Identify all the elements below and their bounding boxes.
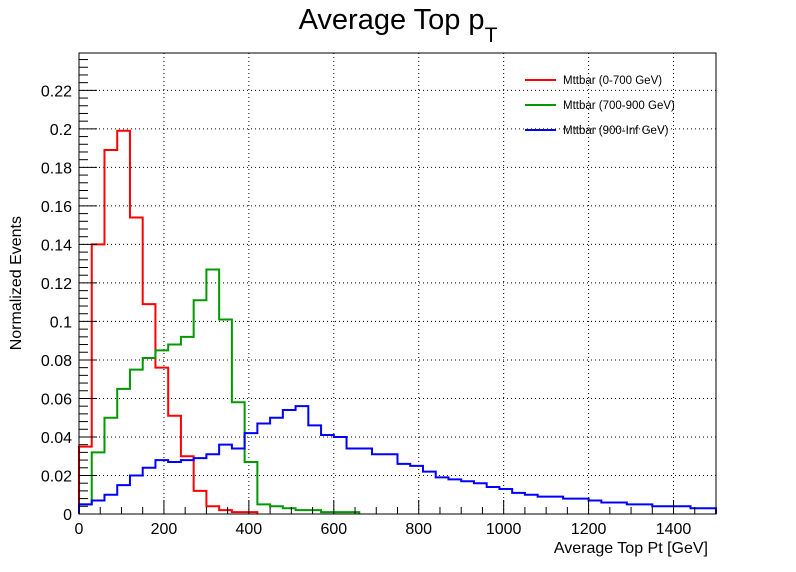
series-line-1	[78, 129, 259, 514]
legend: Mttbar (0-700 GeV) Mttbar (700-900 GeV) Mt…	[525, 75, 675, 137]
y-tick-label: 0.1	[50, 314, 72, 331]
x-tick-label: 200	[151, 521, 178, 538]
y-axis-title: Normalized Events	[8, 216, 25, 350]
y-tick-label: 0.2	[50, 122, 72, 139]
y-tick-label: 0.22	[41, 83, 72, 100]
axis-ticks	[78, 59, 717, 515]
chart-title-subscript: T	[485, 24, 498, 47]
x-tick-label: 1200	[571, 521, 607, 538]
y-tick-label: 0.06	[41, 391, 72, 408]
x-tick-label: 800	[405, 521, 432, 538]
chart-title-main: Average Top p	[299, 4, 485, 36]
y-tick-label: 0.02	[41, 468, 72, 485]
legend-label-1: Mttbar (0-700 GeV)	[563, 75, 662, 87]
y-tick-label: 0.12	[41, 276, 72, 293]
y-tick-label: 0.16	[41, 199, 72, 216]
x-tick-label: 400	[236, 521, 263, 538]
legend-label-2: Mttbar (700-900 GeV)	[563, 100, 675, 112]
legend-label-3: Mttbar (900-Inf GeV)	[563, 125, 669, 137]
y-tick-label: 0.14	[41, 237, 72, 254]
series-line-2	[78, 268, 361, 514]
x-tick-label: 600	[320, 521, 347, 538]
x-tick-label: 1400	[656, 521, 692, 538]
x-tick-label: 0	[75, 521, 84, 538]
y-tick-label: 0.04	[41, 430, 72, 447]
axis-tick-labels: 0 200 400 600 800 1000 1200 1400 0 0.02 0.04 0.06 0.…	[41, 83, 692, 538]
y-tick-label: 0.18	[41, 160, 72, 177]
x-axis-title: Average Top Pt [GeV]	[554, 540, 708, 557]
x-tick-label: 1000	[486, 521, 522, 538]
y-tick-label: 0	[63, 507, 72, 524]
y-tick-label: 0.08	[41, 353, 72, 370]
histogram-series	[78, 129, 717, 514]
chart-title: Average Top pT	[299, 4, 498, 47]
plot-frame	[78, 52, 717, 515]
grid-lines	[79, 53, 716, 514]
series-line-3	[78, 405, 717, 514]
